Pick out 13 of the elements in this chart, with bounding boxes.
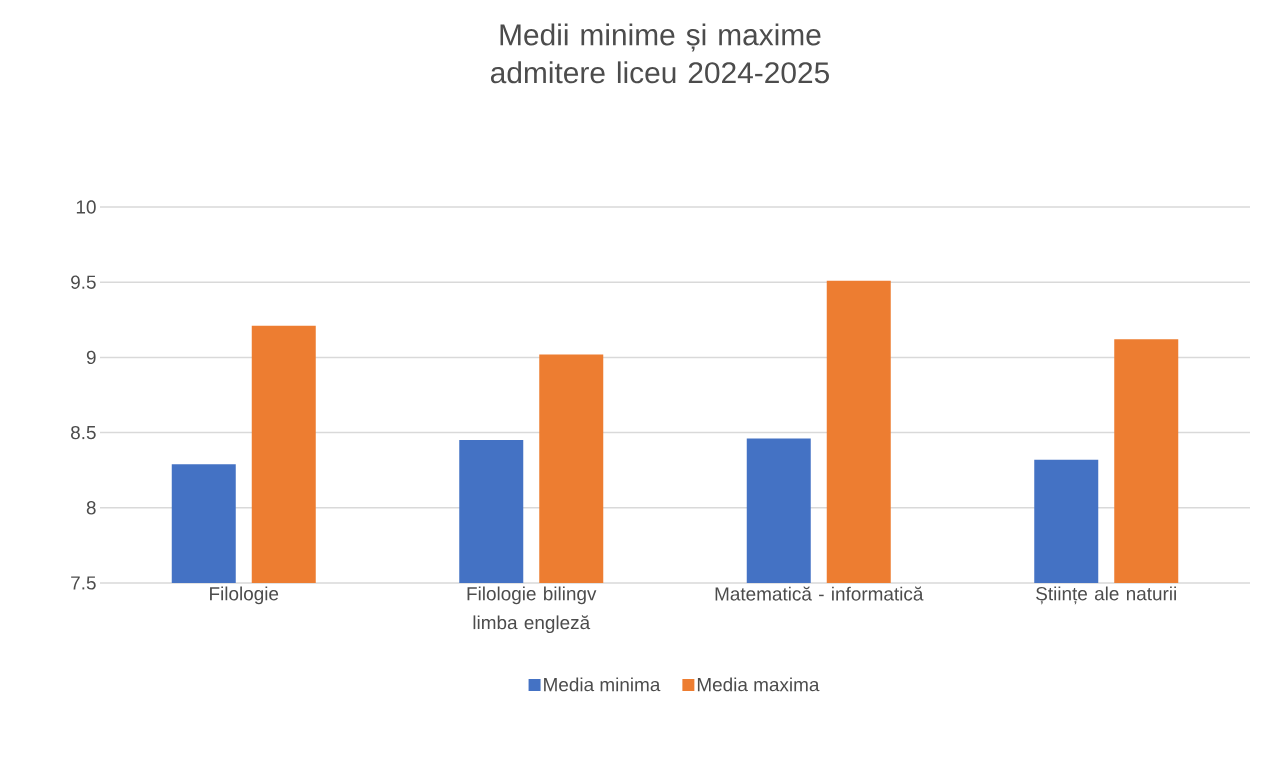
- y-tick-label: 10: [76, 200, 96, 214]
- y-tick-label: 7.5: [71, 576, 96, 590]
- y-tick-label: 9.5: [71, 275, 96, 289]
- x-tick-label: Filologie bilingv limba engleză: [467, 586, 597, 634]
- y-tick-label: 8: [86, 501, 96, 515]
- x-tick-label: Științe ale naturii: [1036, 586, 1176, 605]
- legend-label: Media maxima: [697, 677, 820, 692]
- y-tick-label: 8.5: [71, 425, 96, 440]
- legend-label: Media minima: [544, 677, 661, 692]
- x-tick-label: Matematică - informatică: [715, 586, 924, 601]
- x-tick-label: Filologie: [210, 586, 279, 605]
- y-tick-label: 9: [86, 350, 96, 365]
- chart-title: Medii minime și maxime admitere liceu 2024-2025: [490, 23, 829, 84]
